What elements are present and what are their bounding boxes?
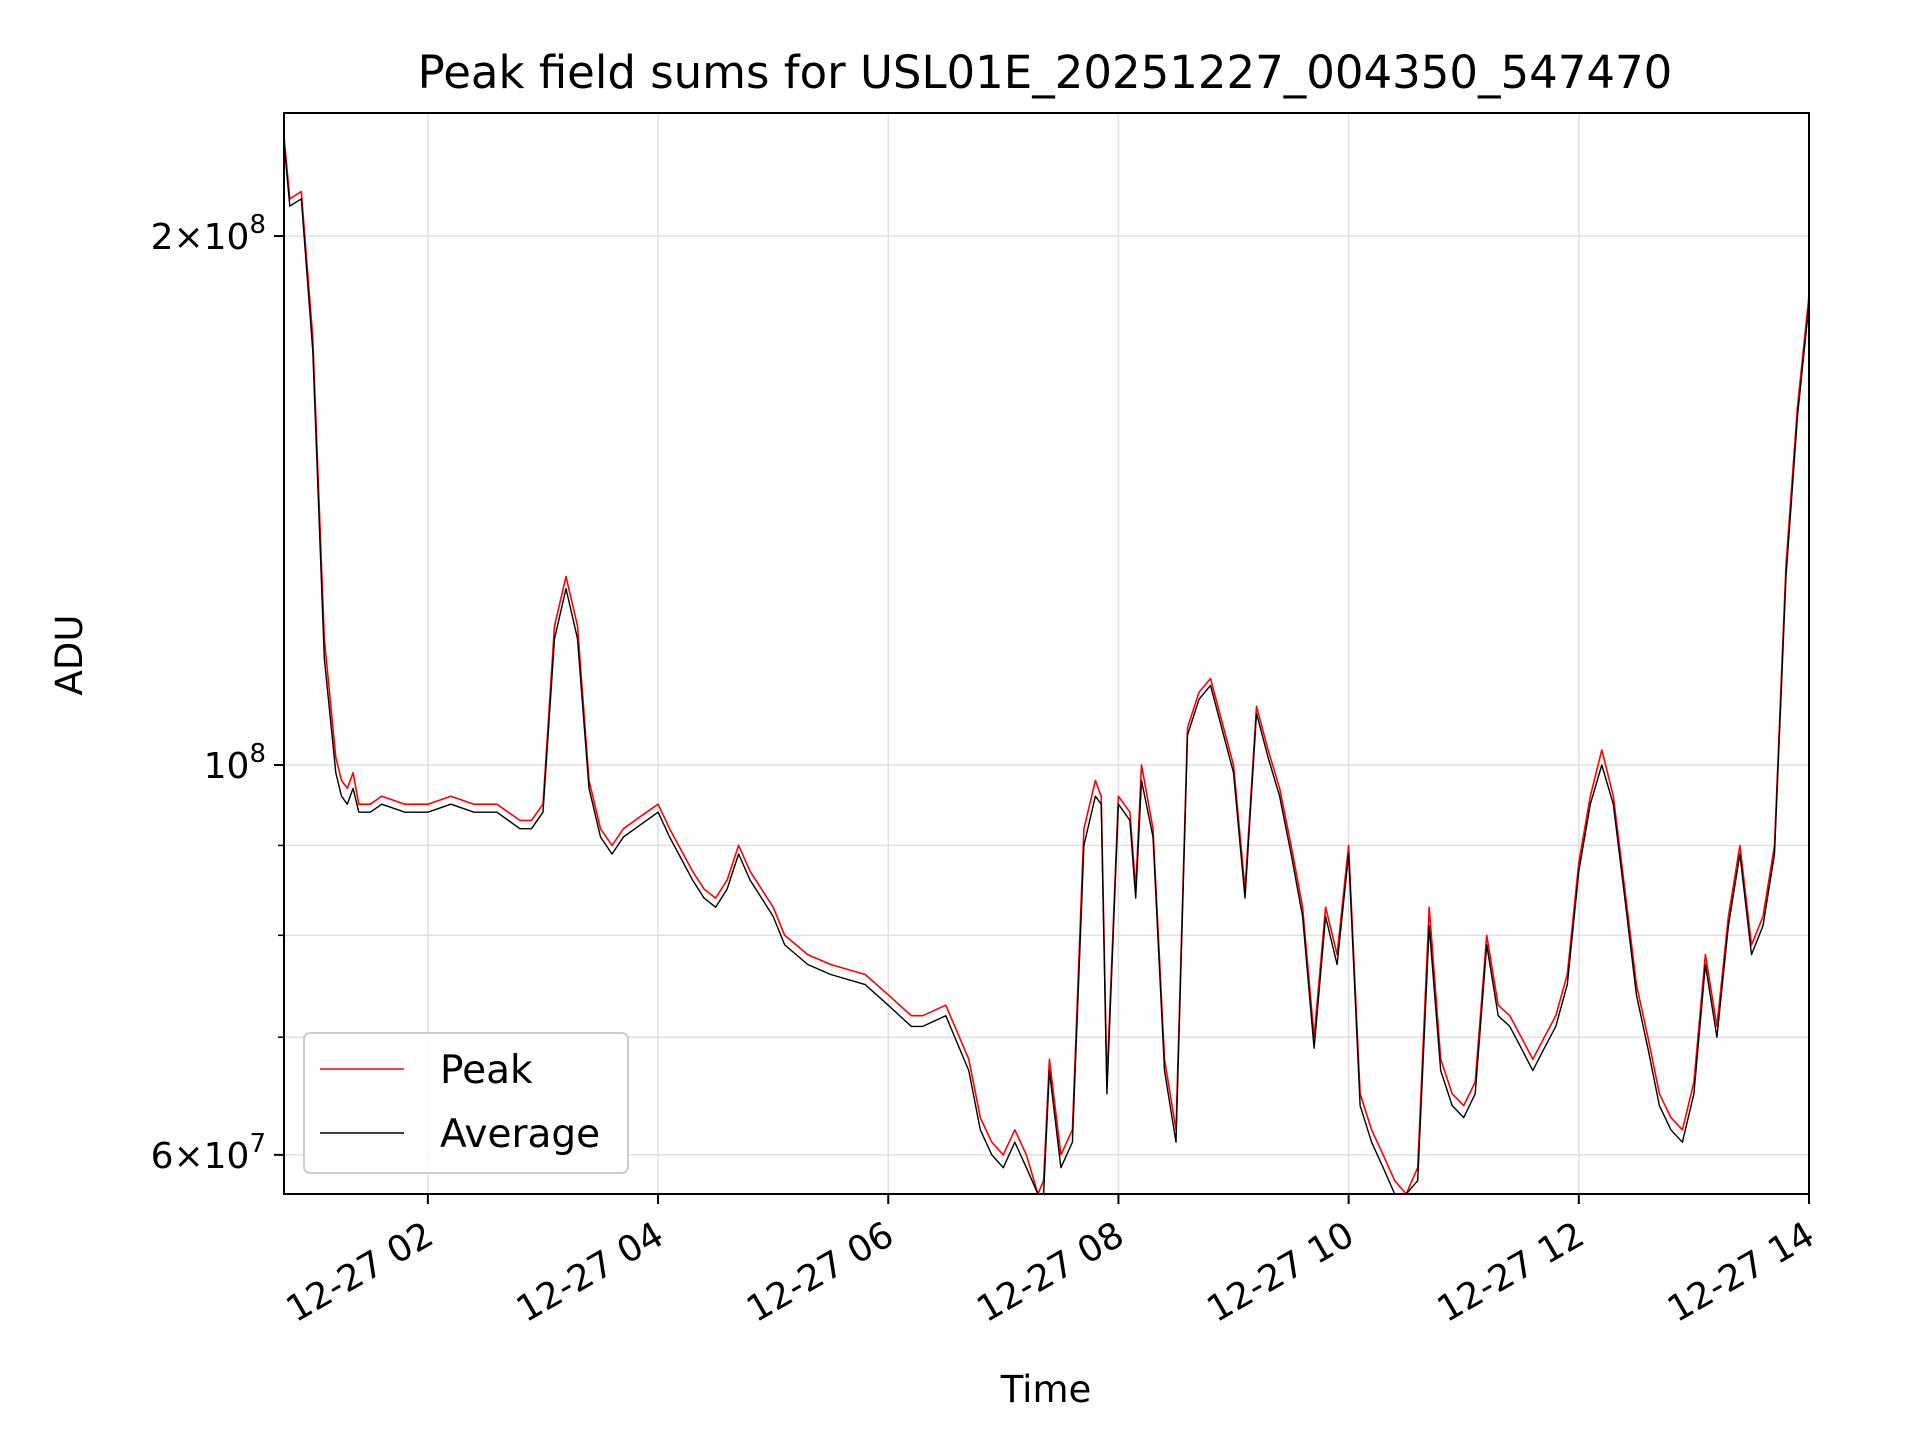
x-tick-label: 12-27 12 [1431,1214,1592,1330]
x-axis: 12-27 02 12-27 04 12-27 06 12-27 08 12-27 10… [280,1194,1822,1331]
x-tick-label: 12-27 04 [510,1214,671,1330]
plot-frame [283,112,1810,1195]
x-tick-label: 12-27 06 [740,1214,901,1330]
x-tick-label: 12-27 10 [1200,1214,1361,1330]
legend: Peak Average [303,1032,629,1174]
legend-average-label: Average [440,1112,600,1157]
x-tick-label: 12-27 14 [1661,1214,1822,1330]
y-tick-label: 2×108 [151,210,266,258]
x-tick-label: 12-27 08 [970,1214,1131,1330]
series-group [283,136,1810,1195]
x-axis-label: Time [1000,1368,1092,1411]
series-line-average [283,142,1810,1195]
legend-box [303,1032,629,1174]
x-tick-label: 12-27 02 [280,1214,441,1330]
y-axis-label: ADU [48,615,91,696]
chart-title: Peak field sums for USL01E_20251227_0043… [418,46,1673,99]
legend-peak-label: Peak [440,1048,533,1093]
y-tick-label: 108 [204,739,266,787]
grid [284,113,1810,1194]
y-axis: 108 2×108 6×107 [151,210,284,1177]
y-tick-label: 6×107 [151,1129,266,1177]
